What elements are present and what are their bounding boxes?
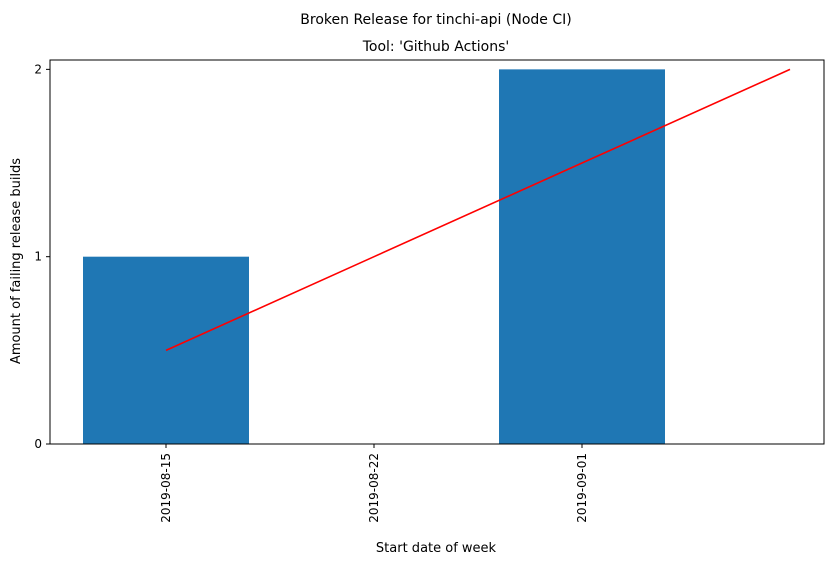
trend-line [165,68,791,352]
x-tick-label-2019-08-15: 2019-08-15 [159,453,173,523]
plot-area: 0 1 2 2019-08-15 2019-08-22 2019-09-01 [34,59,825,523]
plot-frame [49,59,825,445]
x-tick-label-2019-08-22: 2019-08-22 [367,453,381,523]
y-tick-label-2: 2 [34,62,42,76]
x-tick-label-2019-09-01: 2019-09-01 [575,453,589,523]
y-tick-label-1: 1 [34,250,42,264]
y-axis-label: Amount of failing release builds [9,158,24,364]
bar-2019-09-01 [499,69,665,445]
x-axis-label: Start date of week [376,541,497,556]
chart-subtitle: Tool: 'Github Actions' [362,39,510,55]
chart-title: Broken Release for tinchi-api (Node CI) [300,12,571,28]
y-tick-label-0: 0 [34,437,42,451]
